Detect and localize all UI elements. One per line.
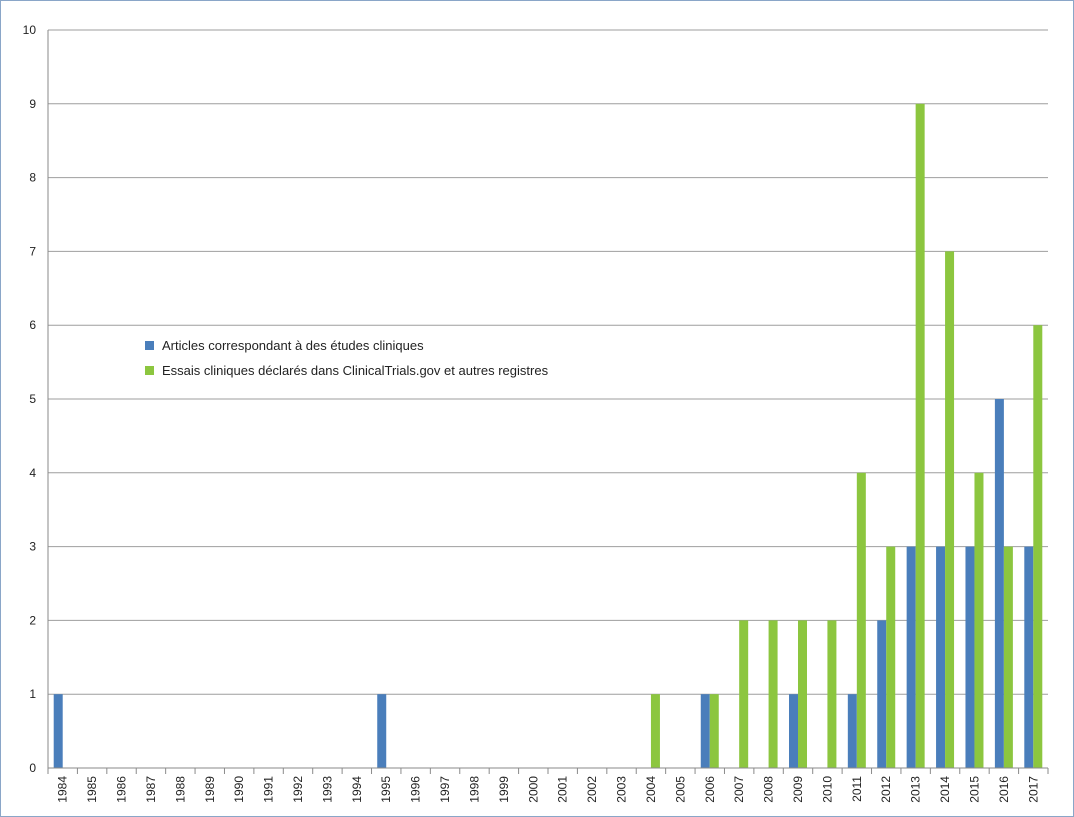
y-tick-label: 8: [29, 171, 36, 185]
bar-essais: [945, 251, 955, 768]
y-tick-label: 0: [29, 761, 36, 775]
y-tick-label: 10: [23, 23, 37, 37]
x-tick-label: 1991: [262, 776, 276, 803]
x-tick-label: 1998: [467, 776, 481, 803]
x-tick-label: 1995: [379, 776, 393, 803]
x-tick-label: 2011: [850, 776, 864, 802]
x-tick-label: 2005: [673, 776, 687, 803]
x-tick-label: 2001: [556, 776, 570, 803]
x-tick-label: 1997: [438, 776, 452, 803]
x-tick-label: 1990: [232, 776, 246, 803]
y-tick-label: 6: [29, 318, 36, 332]
bar-articles: [700, 694, 710, 768]
y-tick-label: 1: [29, 687, 36, 701]
x-tick-label: 2014: [938, 776, 952, 803]
bar-articles: [906, 546, 916, 768]
bar-essais: [739, 620, 749, 768]
bar-articles: [789, 694, 798, 768]
x-tick-label: 1993: [320, 776, 334, 803]
bar-essais: [798, 620, 807, 768]
x-tick-label: 2010: [820, 776, 834, 803]
bar-articles: [847, 694, 857, 768]
bar-essais: [768, 620, 778, 768]
x-tick-label: 1986: [115, 776, 129, 803]
bar-essais: [886, 546, 896, 768]
legend-swatch: [145, 341, 154, 350]
x-tick-label: 2016: [997, 776, 1011, 803]
bar-articles: [877, 620, 887, 768]
legend-label: Articles correspondant à des études clin…: [162, 338, 424, 353]
bar-articles: [377, 694, 387, 768]
x-tick-label: 1988: [173, 776, 187, 803]
x-tick-label: 2006: [703, 776, 717, 803]
x-tick-label: 2012: [879, 776, 893, 803]
bar-articles: [936, 546, 946, 768]
x-tick-label: 1985: [85, 776, 99, 803]
y-tick-label: 2: [29, 613, 36, 627]
y-tick-label: 3: [29, 540, 36, 554]
bar-articles: [994, 399, 1004, 768]
bar-articles: [53, 694, 63, 768]
bar-essais: [856, 472, 866, 768]
bar-essais: [709, 694, 719, 768]
x-tick-label: 2015: [967, 776, 981, 803]
y-tick-label: 7: [29, 244, 36, 258]
x-tick-label: 1992: [291, 776, 305, 803]
bar-essais: [1003, 546, 1013, 768]
legend-swatch: [145, 366, 154, 375]
y-tick-label: 5: [29, 392, 36, 406]
x-tick-label: 2007: [732, 776, 746, 803]
x-tick-label: 2000: [526, 776, 540, 803]
x-tick-label: 2009: [791, 776, 805, 803]
x-tick-label: 1987: [144, 776, 158, 803]
x-tick-label: 2003: [615, 776, 629, 803]
x-tick-label: 1984: [56, 776, 70, 803]
x-tick-label: 1989: [203, 776, 217, 803]
y-tick-label: 9: [29, 97, 36, 111]
x-tick-label: 1996: [409, 776, 423, 803]
bar-essais: [650, 694, 660, 768]
x-tick-label: 2002: [585, 776, 599, 803]
bar-articles: [965, 546, 975, 768]
x-tick-label: 2017: [1026, 776, 1040, 803]
x-tick-label: 1999: [497, 776, 511, 803]
x-tick-label: 2008: [762, 776, 776, 803]
y-tick-label: 4: [29, 466, 36, 480]
bar-articles: [1024, 546, 1034, 768]
x-tick-label: 2004: [644, 776, 658, 803]
x-tick-label: 1994: [350, 776, 364, 803]
legend-label: Essais cliniques déclarés dans ClinicalT…: [162, 363, 549, 378]
bar-essais: [1033, 325, 1043, 768]
bar-essais: [827, 620, 837, 768]
x-tick-label: 2013: [909, 776, 923, 803]
bar-essais: [974, 472, 984, 768]
bar-essais: [915, 103, 925, 769]
